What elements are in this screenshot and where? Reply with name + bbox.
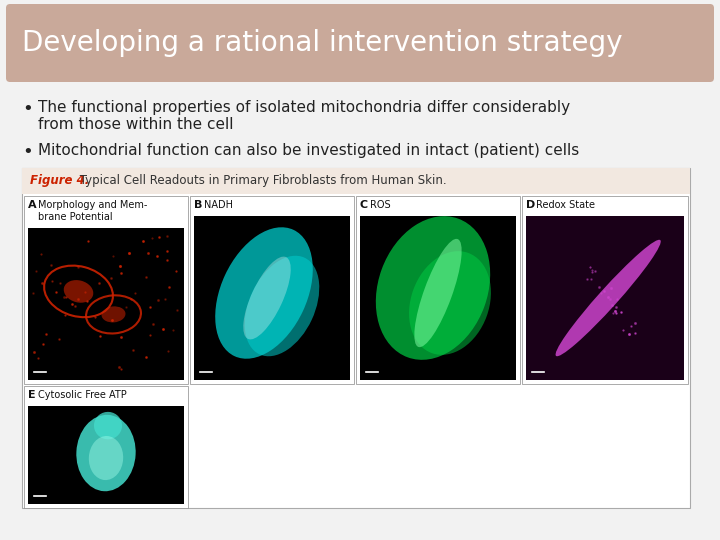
Ellipse shape [102, 306, 125, 322]
Ellipse shape [89, 436, 123, 480]
Bar [194, 216, 350, 380]
Text: C: C [360, 200, 368, 210]
Bar [24, 386, 188, 508]
Ellipse shape [376, 216, 490, 360]
Text: Redox State: Redox State [536, 200, 595, 210]
Text: Typical Cell Readouts in Primary Fibroblasts from Human Skin.: Typical Cell Readouts in Primary Fibrobl… [76, 174, 446, 187]
Bar [190, 196, 354, 384]
FancyBboxPatch shape [6, 4, 714, 82]
Text: Figure 4.: Figure 4. [30, 174, 89, 187]
Text: The functional properties of isolated mitochondria differ considerably: The functional properties of isolated mi… [38, 100, 570, 115]
Text: •: • [22, 100, 32, 118]
Text: Developing a rational intervention strategy: Developing a rational intervention strat… [22, 29, 623, 57]
Bar [526, 216, 684, 380]
Bar [522, 196, 688, 384]
Bar [28, 406, 184, 504]
Ellipse shape [245, 256, 319, 356]
Text: A: A [28, 200, 37, 210]
Ellipse shape [76, 415, 135, 491]
Bar [24, 196, 188, 384]
Bar [360, 216, 516, 380]
Text: NADH: NADH [204, 200, 233, 210]
Ellipse shape [409, 251, 491, 355]
Ellipse shape [556, 240, 661, 356]
Bar [22, 168, 690, 508]
Text: Mitochondrial function can also be investigated in intact (patient) cells: Mitochondrial function can also be inves… [38, 143, 580, 158]
Text: Cytosolic Free ATP: Cytosolic Free ATP [38, 390, 127, 400]
Ellipse shape [64, 280, 94, 303]
Ellipse shape [243, 256, 291, 340]
Bar [28, 228, 184, 380]
Text: B: B [194, 200, 202, 210]
Ellipse shape [414, 239, 462, 347]
Bar [356, 196, 520, 384]
Text: D: D [526, 200, 535, 210]
Text: •: • [22, 143, 32, 161]
Bar [22, 168, 690, 194]
Ellipse shape [215, 227, 312, 359]
Text: Morphology and Mem-
brane Potential: Morphology and Mem- brane Potential [38, 200, 148, 221]
Text: E: E [28, 390, 35, 400]
Ellipse shape [94, 412, 122, 440]
Text: from those within the cell: from those within the cell [38, 117, 233, 132]
Text: ROS: ROS [370, 200, 391, 210]
